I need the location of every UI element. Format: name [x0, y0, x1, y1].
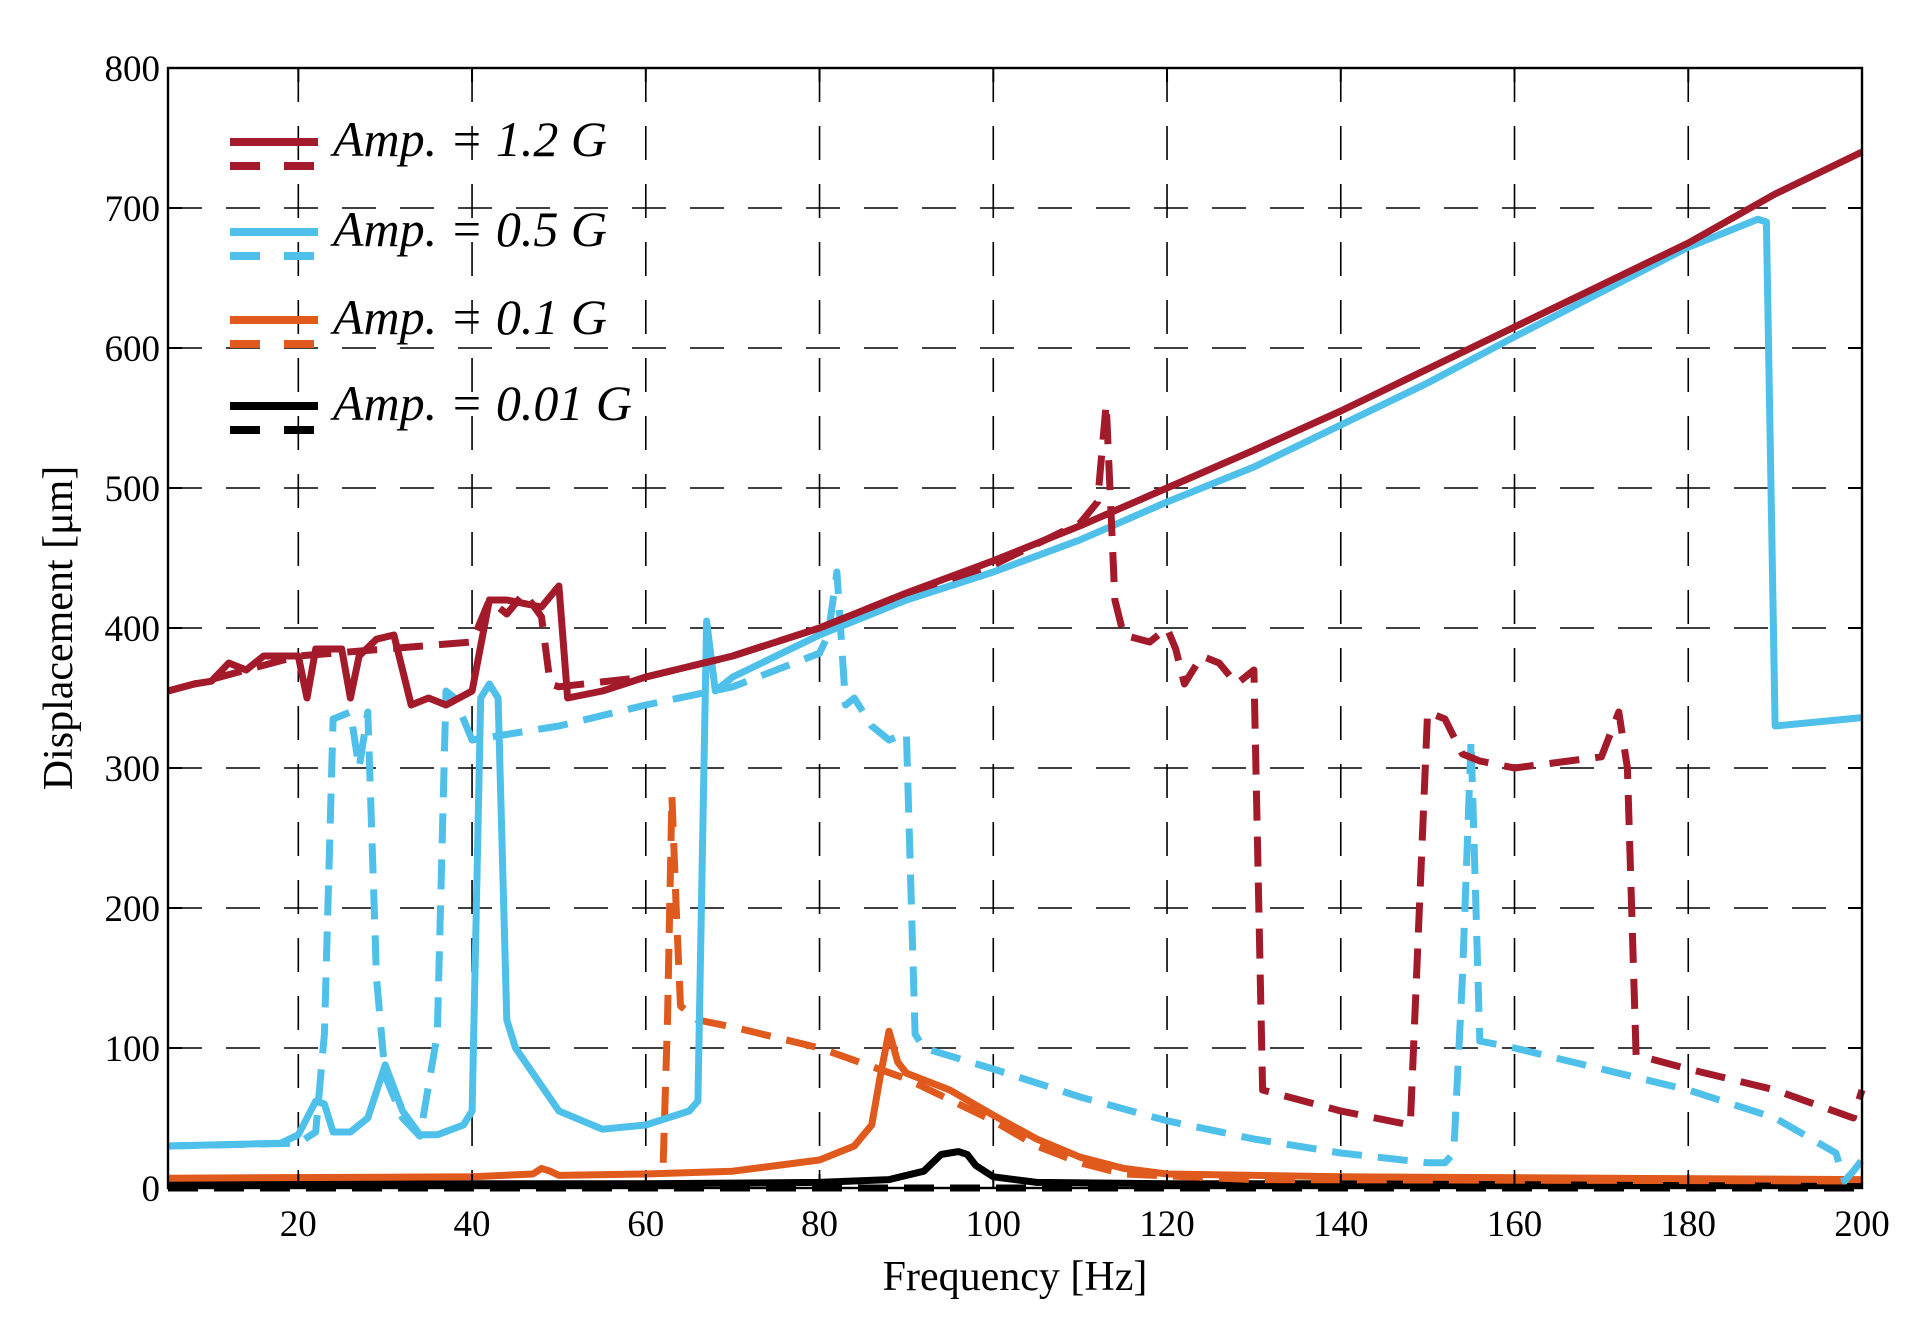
x-tick-label-5: 120	[1139, 1204, 1195, 1245]
y-tick-label-7: 700	[105, 189, 161, 230]
x-tick-label-2: 60	[627, 1204, 664, 1245]
y-tick-label-8: 800	[105, 49, 161, 90]
x-axis-label: Frequency [Hz]	[883, 1254, 1148, 1300]
legend-label-3: Amp. = 0.01 G	[330, 375, 632, 431]
y-tick-label-2: 200	[105, 889, 161, 930]
x-tick-label-7: 160	[1487, 1204, 1543, 1245]
y-tick-label-6: 600	[105, 329, 161, 370]
legend-label-2: Amp. = 0.1 G	[330, 289, 607, 345]
legend-label-0: Amp. = 1.2 G	[330, 111, 607, 167]
displacement-frequency-chart: 20 40 60 80 100 120 140 160 180 200 0 100 200 300 400 5…	[0, 0, 1926, 1321]
x-tick-label-0: 20	[280, 1204, 317, 1245]
x-tick-label-3: 80	[801, 1204, 838, 1245]
y-tick-label-4: 400	[105, 609, 161, 650]
x-tick-label-8: 180	[1661, 1204, 1717, 1245]
y-tick-label-5: 500	[105, 469, 161, 510]
x-tick-label-1: 40	[454, 1204, 491, 1245]
x-tick-label-4: 100	[966, 1204, 1022, 1245]
y-tick-label-1: 100	[105, 1029, 161, 1070]
y-tick-label-0: 0	[142, 1169, 161, 1210]
chart-background	[0, 0, 1926, 1321]
y-tick-label-3: 300	[105, 749, 161, 790]
legend-label-1: Amp. = 0.5 G	[330, 201, 607, 257]
y-axis-label: Displacement [μm]	[36, 466, 82, 791]
x-tick-label-6: 140	[1313, 1204, 1369, 1245]
x-tick-label-9: 200	[1834, 1204, 1890, 1245]
